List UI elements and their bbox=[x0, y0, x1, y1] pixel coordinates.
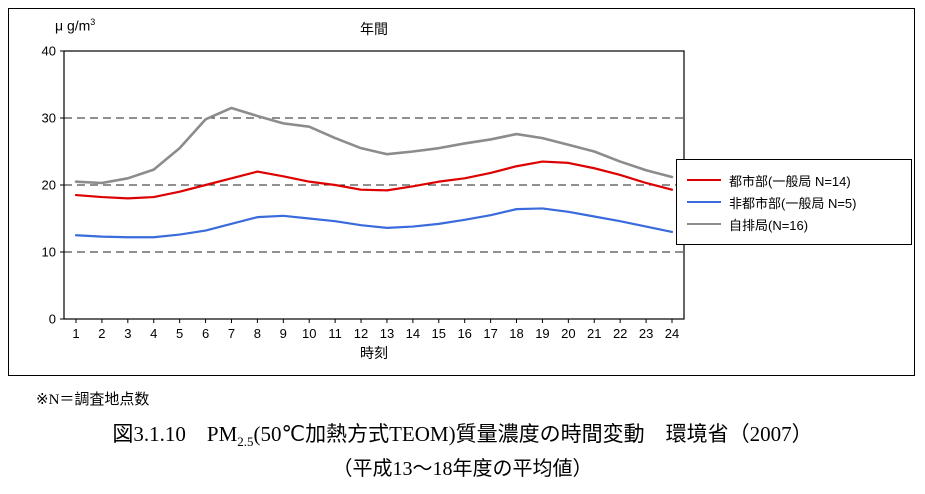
svg-text:9: 9 bbox=[280, 326, 287, 341]
legend-item: 自排局(N=16) bbox=[687, 213, 901, 235]
svg-text:10: 10 bbox=[42, 245, 56, 260]
caption-rest: (50℃加熱方式TEOM)質量濃度の時間変動 環境省（2007） bbox=[253, 422, 813, 446]
caption-line2: （平成13～18年度の平均値） bbox=[332, 458, 593, 480]
legend-label: 自排局(N=16) bbox=[729, 217, 809, 233]
chart-container: μ g/m3 年間 0 10 20 30 40 1 2 3 4 5 6 7 8 9 10 11 12 13 14 15… bbox=[8, 8, 915, 376]
svg-text:40: 40 bbox=[42, 44, 56, 59]
svg-text:18: 18 bbox=[509, 326, 523, 341]
y-axis-unit-sup: 3 bbox=[90, 17, 96, 27]
svg-text:14: 14 bbox=[406, 326, 420, 341]
y-axis-unit: μ g/m3 bbox=[55, 17, 95, 34]
legend-label: 都市部(一般局 N=14) bbox=[729, 173, 851, 189]
legend-line-swatch bbox=[687, 201, 721, 203]
svg-text:1: 1 bbox=[72, 326, 79, 341]
svg-text:4: 4 bbox=[150, 326, 157, 341]
svg-text:22: 22 bbox=[613, 326, 627, 341]
chart-title: 年間 bbox=[360, 21, 388, 37]
note-n-definition: ※N＝調査地点数 bbox=[36, 392, 150, 408]
svg-text:13: 13 bbox=[380, 326, 394, 341]
svg-text:6: 6 bbox=[202, 326, 209, 341]
svg-text:15: 15 bbox=[432, 326, 446, 341]
legend-item: 非都市部(一般局 N=5) bbox=[687, 191, 901, 213]
svg-text:17: 17 bbox=[483, 326, 497, 341]
legend-label: 非都市部(一般局 N=5) bbox=[729, 195, 857, 211]
svg-text:16: 16 bbox=[457, 326, 471, 341]
legend-item: 都市部(一般局 N=14) bbox=[687, 169, 901, 191]
svg-text:2: 2 bbox=[98, 326, 105, 341]
svg-text:20: 20 bbox=[42, 178, 56, 193]
caption-prefix: 図3.1.10 PM bbox=[112, 422, 238, 446]
svg-text:20: 20 bbox=[561, 326, 575, 341]
svg-text:8: 8 bbox=[254, 326, 261, 341]
caption-line1: 図3.1.10 PM2.5(50℃加熱方式TEOM)質量濃度の時間変動 環境省（… bbox=[0, 418, 925, 450]
svg-text:21: 21 bbox=[587, 326, 601, 341]
svg-text:10: 10 bbox=[302, 326, 316, 341]
svg-text:7: 7 bbox=[228, 326, 235, 341]
caption-subscript: 2.5 bbox=[237, 434, 254, 450]
svg-text:23: 23 bbox=[639, 326, 653, 341]
svg-text:時刻: 時刻 bbox=[360, 345, 388, 361]
svg-text:0: 0 bbox=[49, 312, 56, 327]
svg-text:5: 5 bbox=[176, 326, 183, 341]
legend: 都市部(一般局 N=14) 非都市部(一般局 N=5) 自排局(N=16) bbox=[676, 159, 912, 245]
svg-text:30: 30 bbox=[42, 111, 56, 126]
svg-text:12: 12 bbox=[354, 326, 368, 341]
y-axis-unit-text: μ g/m bbox=[55, 17, 91, 34]
svg-text:3: 3 bbox=[124, 326, 131, 341]
svg-text:19: 19 bbox=[535, 326, 549, 341]
svg-text:11: 11 bbox=[328, 326, 342, 341]
legend-line-swatch bbox=[687, 223, 721, 225]
svg-text:24: 24 bbox=[665, 326, 679, 341]
legend-line-swatch bbox=[687, 179, 721, 181]
